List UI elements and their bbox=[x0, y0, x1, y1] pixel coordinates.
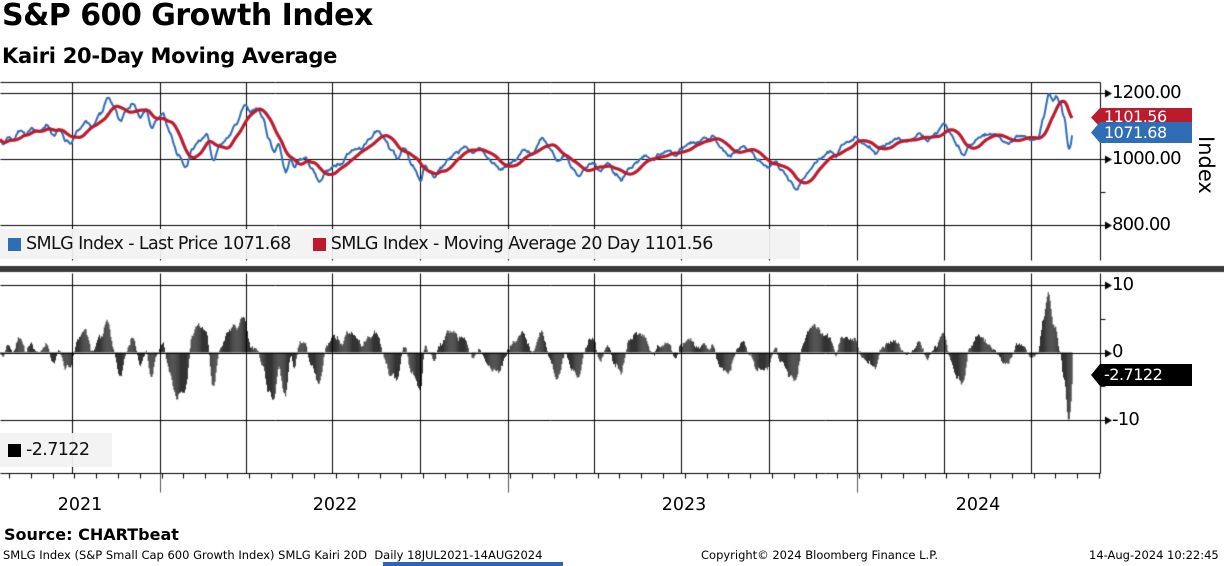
legend-label: SMLG Index - Last Price 1071.68 bbox=[26, 234, 291, 254]
source-credit: Source: CHARTbeat bbox=[4, 525, 179, 544]
red-series-swatch-icon bbox=[312, 237, 326, 251]
legend-label: -2.7122 bbox=[26, 440, 90, 460]
bottom-highlight-bar bbox=[383, 562, 563, 566]
legend-item-moving-average[interactable]: SMLG Index - Moving Average 20 Day 1101.… bbox=[305, 234, 713, 254]
kairi-value-tag: -2.7122 bbox=[1091, 364, 1192, 386]
y-tick-zero: 0 bbox=[1112, 341, 1123, 362]
y-tick-plus10: 10 bbox=[1112, 274, 1134, 295]
y-tick-1000: 1000.00 bbox=[1112, 148, 1182, 169]
x-label-2024: 2024 bbox=[955, 495, 1001, 515]
y-tick-minus10: -10 bbox=[1112, 409, 1140, 430]
y-tick-1200: 1200.00 bbox=[1112, 82, 1182, 103]
legend-item-kairi[interactable]: -2.7122 bbox=[0, 440, 90, 460]
x-label-2022: 2022 bbox=[312, 495, 358, 515]
blue-series-swatch-icon bbox=[8, 237, 21, 251]
last-price-tag: 1071.68 bbox=[1091, 122, 1192, 143]
timestamp: 14-Aug-2024 10:22:45 bbox=[1089, 548, 1219, 562]
y-axis-title: Index bbox=[1194, 136, 1218, 194]
bottom-legend: -2.7122 bbox=[0, 433, 112, 467]
copyright-notice: Copyright© 2024 Bloomberg Finance L.P. bbox=[701, 548, 938, 562]
page-title: S&P 600 Growth Index bbox=[2, 0, 373, 33]
black-series-swatch-icon bbox=[8, 443, 21, 457]
chart-description: SMLG Index (S&P Small Cap 600 Growth Ind… bbox=[3, 548, 543, 562]
x-label-2021: 2021 bbox=[57, 495, 103, 515]
top-legend: SMLG Index - Last Price 1071.68 SMLG Ind… bbox=[0, 229, 800, 259]
legend-item-last-price[interactable]: SMLG Index - Last Price 1071.68 bbox=[0, 234, 291, 254]
x-label-2023: 2023 bbox=[661, 495, 707, 515]
page-subtitle: Kairi 20-Day Moving Average bbox=[2, 44, 338, 68]
y-tick-800: 800.00 bbox=[1112, 214, 1171, 235]
legend-label: SMLG Index - Moving Average 20 Day 1101.… bbox=[330, 234, 714, 254]
